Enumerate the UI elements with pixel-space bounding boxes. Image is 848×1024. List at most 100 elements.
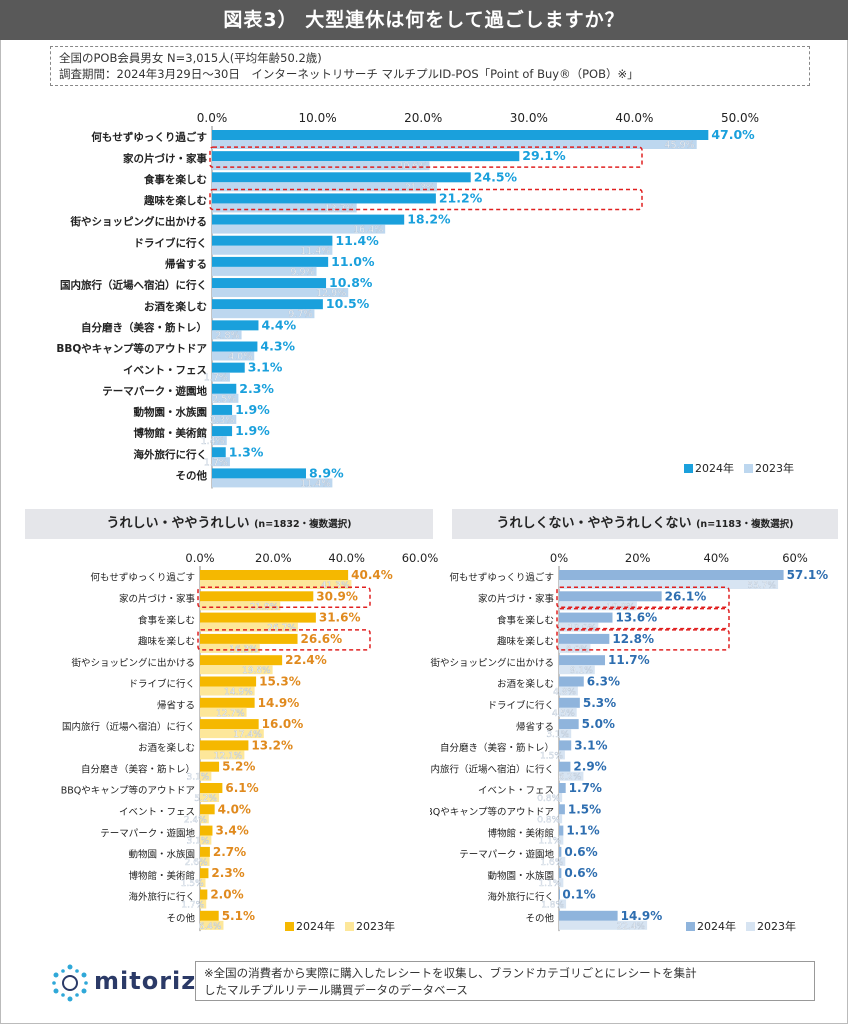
top-category-label: 趣味を楽しむ — [143, 194, 207, 207]
left-bar-2023 — [200, 643, 260, 653]
left-label-2024: 16.0% — [262, 717, 304, 731]
top-label-2023: 2.5% — [212, 394, 236, 405]
left-bar-2023 — [200, 899, 207, 909]
top-bar-2024 — [212, 447, 226, 458]
left-bar-2023 — [200, 750, 245, 760]
right-highlight-box — [556, 607, 730, 630]
left-label-2023: 19.8% — [242, 666, 271, 676]
left-label-2023: 2.4% — [184, 815, 207, 825]
left-label-2024: 14.9% — [258, 696, 300, 710]
top-label-2023: 11.4% — [300, 478, 330, 489]
top-label-2024: 11.4% — [335, 233, 379, 248]
right-bar-2024 — [559, 655, 606, 666]
top-bar-2023 — [212, 245, 333, 255]
left-bar-2024 — [200, 719, 259, 730]
left-bar-2023 — [200, 920, 224, 930]
right-label-2024: 0.6% — [564, 845, 597, 859]
left-bar-2023 — [200, 771, 212, 781]
mitoriz-logo-text: mitoriz — [94, 967, 197, 995]
right-label-2023: 1.8% — [541, 901, 564, 911]
left-bar-2023 — [200, 856, 210, 866]
left-bar-2024 — [200, 697, 255, 708]
right-bar-2024 — [559, 633, 610, 644]
top-bar-2023 — [212, 224, 386, 234]
left-legend-2023: 2023年 — [356, 919, 395, 933]
right-label-2024: 12.8% — [612, 632, 654, 646]
right-label-2023: 1.5% — [540, 751, 563, 761]
top-label-2023: 1.7% — [204, 457, 228, 468]
left-label-2023: 16.3% — [229, 645, 258, 655]
left-label-2023: 6.4% — [199, 922, 222, 932]
left-category-label: 国内旅行（近場へ宿泊）に行く — [62, 721, 195, 733]
right-category-label: 自分磨き（美容・筋トレ） — [440, 742, 554, 754]
left-label-2024: 40.4% — [351, 568, 393, 582]
mitoriz-logo-mark — [52, 964, 88, 1002]
left-x-tick: 20.0% — [255, 551, 292, 565]
left-bar-2023 — [200, 793, 220, 802]
top-label-2023: 13.7% — [324, 203, 354, 214]
top-bar-2023 — [212, 457, 230, 467]
right-highlight-box — [556, 586, 730, 609]
left-panel-note: (n=1832・複数選択) — [254, 519, 352, 530]
left-bar-2023 — [200, 835, 212, 845]
left-label-2023: 3.1% — [186, 773, 209, 783]
right-label-2024: 1.7% — [569, 781, 602, 795]
top-label-2023: 9.9% — [290, 267, 314, 278]
right-category-label: その他 — [525, 913, 554, 925]
top-category-label: イベント・フェス — [123, 364, 207, 376]
top-category-label: テーマパーク・遊園地 — [102, 384, 207, 397]
left-category-label: ドライブに行く — [128, 678, 195, 690]
top-label-2024: 24.5% — [474, 169, 518, 184]
top-bar-2024 — [212, 320, 259, 331]
left-label-2023: 26.7% — [267, 624, 296, 634]
right-label-2024: 14.9% — [621, 909, 663, 923]
left-bar-2024 — [200, 761, 220, 772]
top-x-tick: 50.0% — [721, 111, 759, 125]
left-category-label: 何もせずゆっくり過ごす — [90, 572, 195, 584]
survey-sample-text: 全国のPOB会員男女 N=3,015人(平均年齢50.2歳) — [59, 51, 322, 65]
right-category-label: テーマパーク・遊園地 — [459, 849, 554, 861]
top-label-2024: 1.9% — [235, 423, 270, 438]
left-label-2024: 22.4% — [285, 653, 327, 667]
right-category-label: 街やショッピングに出かける — [430, 657, 554, 669]
right-category-label: お酒を楽しむ — [497, 678, 554, 690]
right-bar-2024 — [559, 570, 784, 580]
right-category-label: 博物館・美術館 — [487, 827, 554, 839]
top-category-label: 海外旅行に行く — [134, 448, 208, 461]
footer-note-line2: したマルチプルリテール購買データのデータベース — [204, 983, 468, 997]
top-bar-2023 — [212, 372, 230, 382]
right-bar-2023 — [559, 750, 565, 760]
left-label-2023: 3.1% — [186, 837, 209, 847]
top-label-2024: 1.3% — [229, 444, 264, 459]
left-category-label: 帰省する — [157, 700, 195, 712]
survey-info-box: 全国のPOB会員男女 N=3,015人(平均年齢50.2歳) 調査期間：2024… — [50, 46, 810, 86]
top-bar-2024 — [212, 426, 233, 437]
top-bar-2023 — [212, 330, 242, 340]
top-bar-2024 — [212, 130, 709, 140]
top-label-2023: 4.0% — [228, 352, 252, 363]
right-x-tick: 20% — [625, 551, 651, 565]
top-label-2024: 4.4% — [261, 317, 296, 332]
top-bar-2023 — [212, 161, 430, 171]
right-label-2023: 55.7% — [747, 581, 776, 591]
right-bar-2024 — [559, 783, 566, 793]
unhappy-chart: 0% 20% 40% 60% 何もせずゆっくり過ごす 57.1% 55.7% 家の片づけ・家事… — [430, 551, 829, 933]
top-label-2024: 21.2% — [439, 190, 483, 205]
top-highlight-box — [209, 146, 643, 168]
top-category-label: 家の片づけ・家事 — [123, 152, 207, 165]
top-label-2024: 1.9% — [235, 402, 270, 417]
top-x-tick: 20.0% — [404, 111, 442, 125]
top-bar-2023 — [212, 436, 227, 446]
right-x-tick: 60% — [782, 551, 808, 565]
right-label-2024: 57.1% — [787, 568, 829, 582]
left-label-2023: 2.6% — [185, 858, 208, 868]
right-label-2023: 1.1% — [538, 837, 561, 847]
left-label-2024: 26.6% — [301, 632, 343, 646]
right-label-2023: 0.8% — [537, 794, 560, 804]
right-label-2023: 4.5% — [552, 709, 575, 719]
top-label-2023: 2.8% — [215, 330, 239, 341]
right-category-label: BBQやキャンプ等のアウトドア — [430, 806, 554, 818]
right-bar-2023 — [559, 665, 595, 675]
top-bar-2023 — [212, 203, 357, 213]
top-bar-2024 — [212, 362, 245, 373]
